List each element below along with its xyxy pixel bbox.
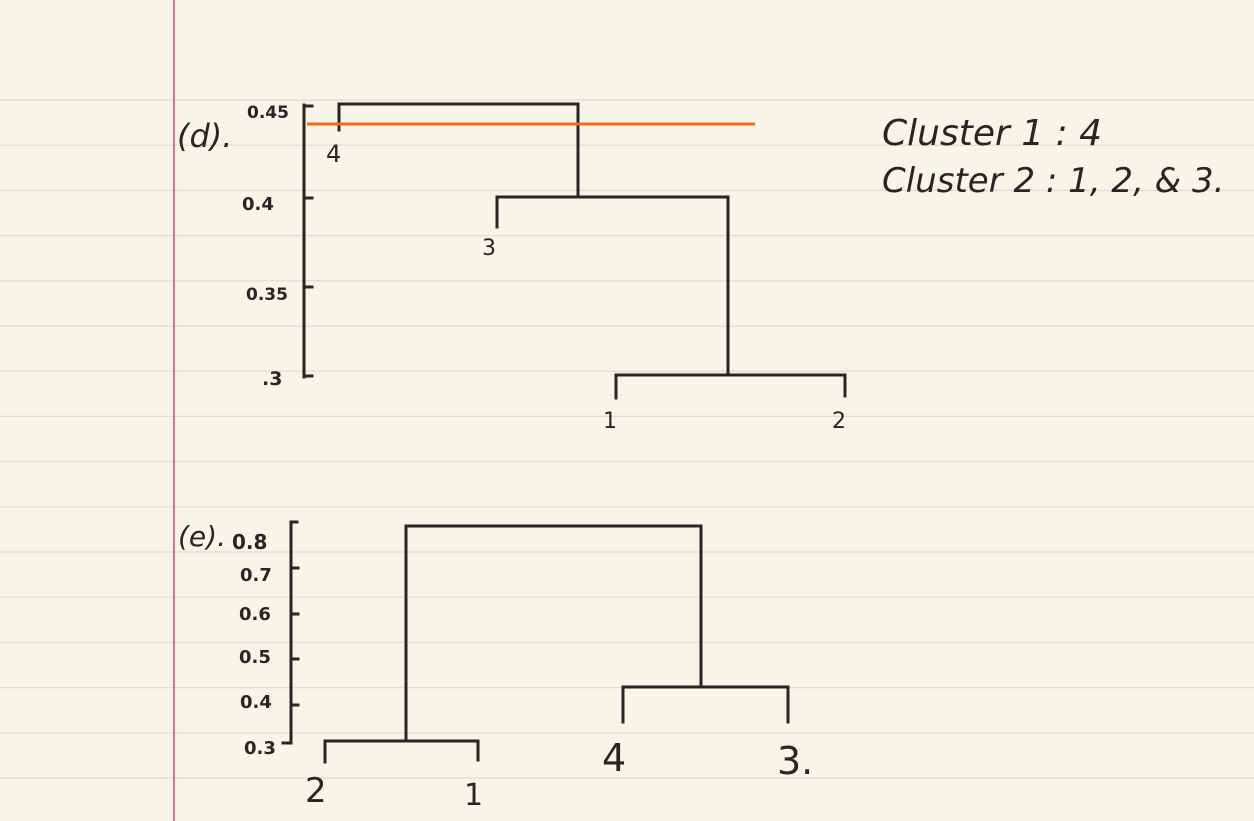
d-tick-label-0.3: .3 bbox=[262, 368, 282, 390]
e-part-label: (e). bbox=[178, 520, 226, 553]
e-leaf-label-4: 4 bbox=[602, 736, 626, 780]
d-merge-3-12 bbox=[495, 195, 730, 377]
e-leaf-label-2: 2 bbox=[305, 771, 327, 811]
d-tick-label-0.4: 0.4 bbox=[242, 194, 274, 215]
e-tick-label-0.5: 0.5 bbox=[239, 647, 271, 668]
e-leaf-label-3: 3. bbox=[777, 739, 813, 783]
d-leaf-label-1: 1 bbox=[603, 409, 617, 434]
e-merge-4-3 bbox=[621, 685, 790, 724]
e-merge-top bbox=[404, 524, 703, 743]
e-tick-label-0.7: 0.7 bbox=[240, 565, 272, 586]
ruled-lines bbox=[0, 99, 1254, 779]
d-merge-4-312 bbox=[337, 102, 580, 199]
e-tick-label-0.4: 0.4 bbox=[240, 692, 272, 713]
dendrogram-e bbox=[281, 520, 790, 764]
d-tick-label-0.45: 0.45 bbox=[247, 103, 289, 123]
cluster-note-2: Cluster 2 : 1, 2, & 3. bbox=[882, 161, 1224, 201]
cluster-note-1: Cluster 1 : 4 bbox=[882, 113, 1102, 154]
d-leaf-label-2: 2 bbox=[832, 409, 846, 434]
d-leaf-label-3: 3 bbox=[482, 236, 496, 261]
e-merge-2-1 bbox=[323, 739, 480, 764]
e-leaf-label-1: 1 bbox=[464, 778, 483, 813]
d-leaf-label-4: 4 bbox=[326, 140, 341, 168]
d-merge-1-2 bbox=[614, 373, 847, 400]
e-tick-label-0.6: 0.6 bbox=[239, 604, 271, 625]
dendrogram-d bbox=[302, 102, 847, 400]
e-tick-label-0.8: 0.8 bbox=[232, 530, 267, 554]
e-axis bbox=[281, 520, 299, 745]
d-tick-label-0.35: 0.35 bbox=[246, 285, 288, 305]
e-tick-label-0.3: 0.3 bbox=[244, 738, 276, 759]
d-part-label: (d). bbox=[177, 117, 232, 155]
